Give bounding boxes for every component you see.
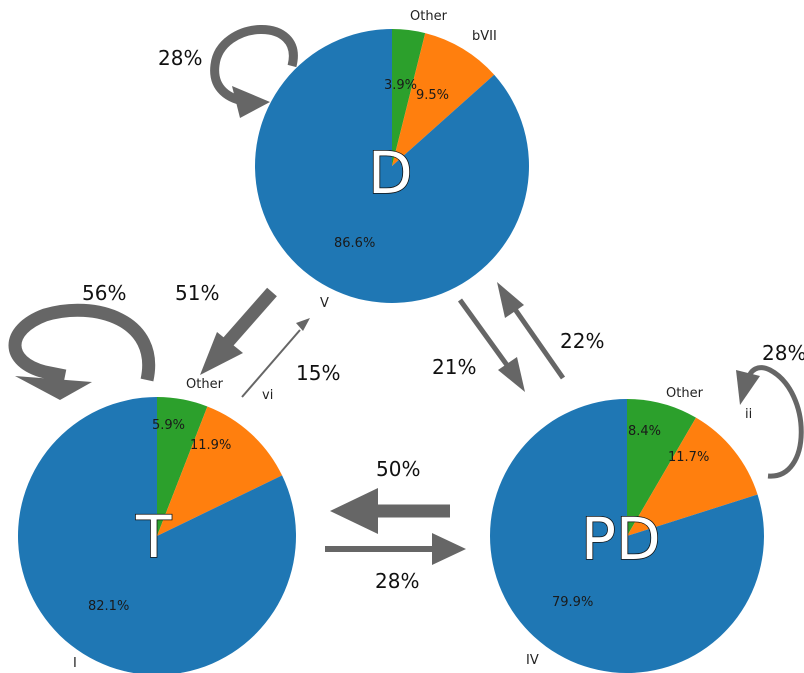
pie-d-cat-other: Other [410, 9, 448, 24]
pie-t-slice-other [157, 397, 208, 536]
arrow-d-to-pd [457, 298, 525, 392]
node-letter-pd: PD [581, 505, 661, 573]
pie-t-pct-other: 5.9% [152, 418, 185, 433]
pie-pd-pct-iv: 79.9% [552, 595, 593, 610]
pie-t: 5.9% 11.9% 82.1% Other vi I T [18, 377, 296, 673]
pie-d-pct-bvii: 9.5% [416, 88, 449, 103]
pie-t-pct-i: 82.1% [88, 599, 129, 614]
transition-label-t-self: 56% [82, 281, 126, 305]
arrow-t-to-pd [325, 533, 466, 565]
pie-pd-cat-other: Other [666, 386, 704, 401]
pie-d-slice-other [392, 29, 426, 166]
node-letter-t: T [135, 503, 172, 571]
pie-t-slice-vi [157, 406, 283, 536]
pie-d-cat-v: V [320, 296, 329, 311]
transition-label-d-self: 28% [158, 46, 202, 70]
pie-pd-cat-ii: ii [745, 407, 752, 422]
pie-pd-pct-ii: 11.7% [668, 450, 709, 465]
node-letter-d: D [368, 139, 413, 207]
pie-pd-slice-iv [490, 399, 764, 673]
pie-t-cat-i: I [73, 656, 77, 671]
pie-t-slice-i [18, 397, 296, 673]
transition-label-pd-to-d: 22% [560, 329, 604, 353]
arrow-t-to-d [241, 318, 310, 398]
self-loop-arrow-d [210, 25, 298, 118]
pie-pd-cat-iv: IV [526, 653, 539, 668]
self-loop-arrow-pd [736, 365, 804, 479]
pie-t-cat-vi: vi [262, 388, 273, 403]
pie-d-pct-other: 3.9% [384, 78, 417, 93]
pie-pd: 8.4% 11.7% 79.9% Other ii IV PD [490, 386, 764, 673]
pie-pd-pct-other: 8.4% [628, 424, 661, 439]
pie-t-cat-other: Other [186, 377, 224, 392]
pie-d-cat-bvii: bVII [472, 29, 497, 44]
pie-d: 3.9% 9.5% 86.6% Other bVII V D [255, 9, 529, 311]
transition-label-d-to-pd: 21% [432, 355, 476, 379]
pie-pd-slice-other [627, 399, 696, 536]
pie-t-pct-vi: 11.9% [190, 438, 231, 453]
transition-label-pd-to-t: 50% [376, 457, 420, 481]
pie-d-slice-bvii [392, 33, 495, 167]
pie-pd-slice-ii [627, 417, 758, 536]
pie-d-slice-v [255, 29, 529, 303]
arrow-pd-to-d [497, 282, 566, 380]
pie-d-pct-v: 86.6% [334, 236, 375, 251]
transition-label-pd-self: 28% [762, 341, 804, 365]
self-loop-arrow-t [8, 303, 156, 400]
transition-label-t-to-d: 15% [296, 361, 340, 385]
arrow-d-to-t [200, 287, 277, 375]
arrow-pd-to-t [330, 488, 450, 534]
transition-label-t-to-pd: 28% [375, 569, 419, 593]
transition-label-d-to-t: 51% [175, 281, 219, 305]
